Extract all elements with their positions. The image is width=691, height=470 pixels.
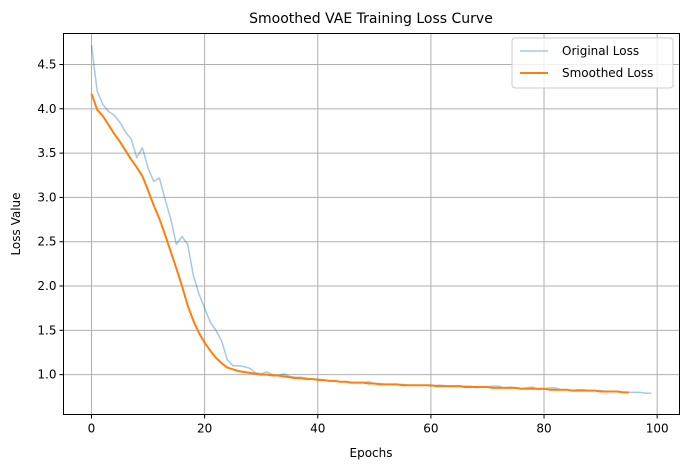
- y-tick-label: 2.0: [37, 279, 56, 293]
- plot-lines: [90, 44, 652, 394]
- y-tick-label: 3.0: [37, 190, 56, 204]
- legend-box: [511, 37, 674, 89]
- plot-frame: [63, 33, 680, 415]
- x-tick-label: 20: [197, 422, 212, 436]
- x-tick-label: 40: [310, 422, 325, 436]
- grid: [63, 33, 680, 415]
- x-tick-label: 80: [536, 422, 551, 436]
- y-tick-label: 1.0: [37, 368, 56, 382]
- y-tick-label: 1.5: [37, 323, 56, 337]
- legend-label-smoothed-loss: Smoothed Loss: [562, 66, 653, 80]
- x-tick-label: 60: [423, 422, 438, 436]
- x-tick-label: 0: [88, 422, 96, 436]
- y-tick-label: 3.5: [37, 146, 56, 160]
- legend-label-original-loss: Original Loss: [562, 44, 639, 58]
- y-tick-label: 4.5: [37, 58, 56, 72]
- x-tick-label: 100: [646, 422, 669, 436]
- y-tick-label: 4.0: [37, 102, 56, 116]
- y-axis-label: Loss Value: [9, 192, 23, 255]
- y-axis-ticks: 1.0 1.5 2.0 2.5 3.0 3.5 4.0 4.5: [37, 58, 64, 382]
- series-line-smoothed-loss: [90, 93, 629, 394]
- x-axis-ticks: 0 20 40 60 80 100: [88, 414, 669, 436]
- x-axis-label: Epochs: [350, 446, 393, 460]
- legend: Original Loss Smoothed Loss: [511, 37, 674, 89]
- y-tick-label: 2.5: [37, 235, 56, 249]
- chart-title: Smoothed VAE Training Loss Curve: [249, 11, 493, 27]
